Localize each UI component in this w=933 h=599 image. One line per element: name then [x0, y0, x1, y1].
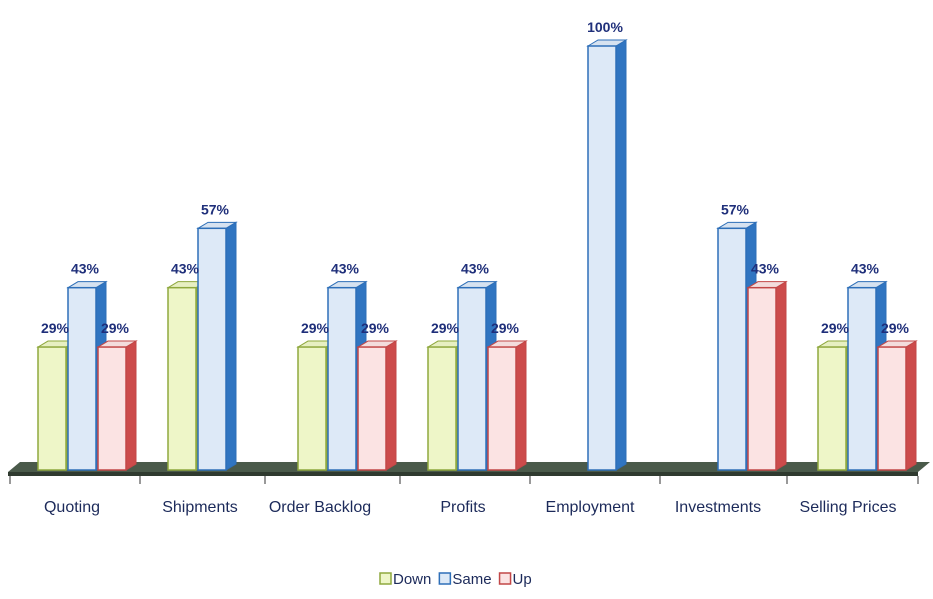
legend-item-same: Same [438, 571, 492, 588]
data-label: 43% [171, 261, 200, 277]
data-label: 43% [71, 261, 100, 277]
bar-up [96, 340, 138, 471]
bar-same [716, 221, 758, 471]
data-label: 29% [491, 320, 520, 336]
bar-up [876, 340, 918, 471]
data-label: 29% [301, 320, 330, 336]
legend-label: Up [513, 571, 532, 588]
data-label: 43% [461, 261, 490, 277]
data-label: 29% [101, 320, 130, 336]
data-label: 43% [331, 261, 360, 277]
data-labels: 29% 43% 29% 43% 57% 29% 43% 29% 29% 43% 29% 100% 57%… [41, 19, 910, 336]
legend-swatch [498, 572, 512, 585]
bar-same [196, 221, 238, 471]
data-label: 29% [821, 320, 850, 336]
bar-same [456, 280, 498, 471]
data-label: 29% [881, 320, 910, 336]
bar-up [356, 340, 398, 471]
data-label: 57% [721, 201, 750, 217]
data-label: 29% [431, 320, 460, 336]
bars [36, 39, 918, 471]
x-tick-label: Order Backlog [269, 499, 371, 516]
legend: Down Same Up [379, 571, 532, 588]
data-label: 57% [201, 201, 230, 217]
x-tick-label: Employment [546, 499, 635, 516]
x-tick-label: Shipments [162, 499, 238, 516]
x-tick-label: Selling Prices [800, 499, 897, 516]
legend-swatch [379, 572, 392, 585]
x-tick-label: Investments [675, 499, 761, 516]
legend-label: Same [452, 571, 491, 588]
legend-item-down: Down [379, 571, 431, 588]
data-label: 43% [751, 261, 780, 277]
x-tick-label: Quoting [44, 499, 100, 516]
data-label: 100% [587, 19, 623, 35]
legend-swatch [438, 572, 452, 585]
bar-same [586, 39, 628, 471]
floor-front [8, 472, 918, 476]
bar-up [486, 340, 528, 471]
bar-up [746, 280, 788, 471]
x-tick-label: Profits [440, 499, 485, 516]
legend-label: Down [393, 571, 431, 588]
legend-item-up: Up [498, 571, 532, 588]
data-label: 29% [41, 320, 70, 336]
data-label: 43% [851, 261, 880, 277]
x-axis: Quoting Shipments Order Backlog Profits Empl… [9, 476, 919, 516]
data-label: 29% [361, 320, 390, 336]
